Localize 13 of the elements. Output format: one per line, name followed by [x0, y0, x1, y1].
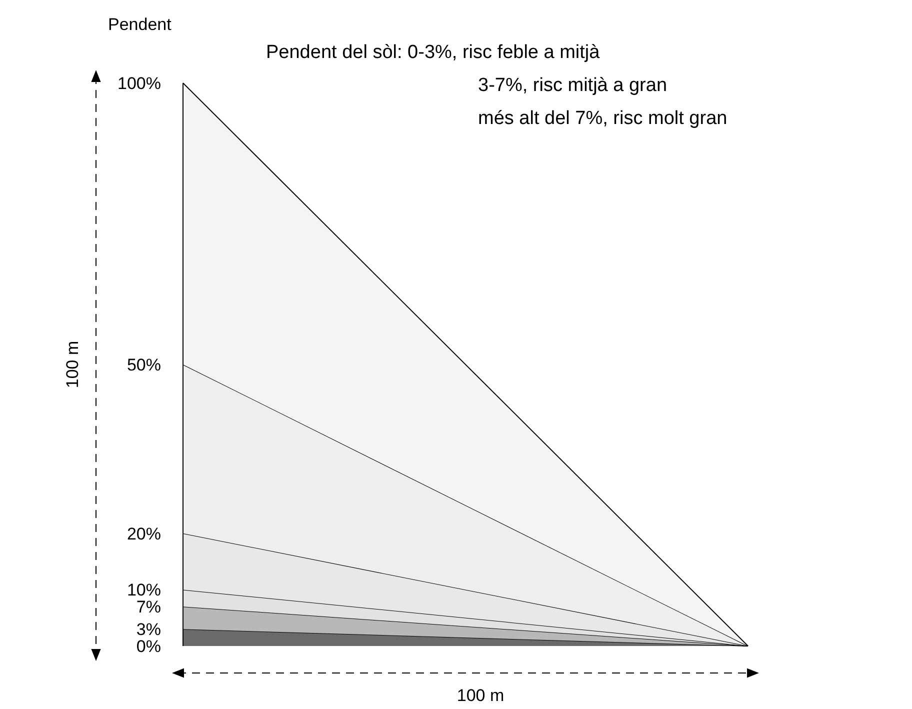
y2-axis-title: 100 m: [63, 340, 82, 388]
x-axis-title: 100 m: [456, 686, 504, 705]
y-tick-label: 50%: [126, 355, 161, 374]
text: Pendent del sòl: 0-3%, risc feble a mitjà: [266, 42, 600, 63]
y-tick-label: 20%: [126, 524, 161, 544]
y-tick-label: 3%: [136, 620, 161, 640]
y-tick-label: 0%: [136, 636, 161, 656]
y-axis-title: Pendent: [108, 15, 172, 34]
y-tick-label: 100%: [118, 74, 161, 93]
annotation: 3-7%, risc mitjà a gran: [478, 75, 668, 96]
annotation: més alt del 7%, risc molt gran: [478, 108, 728, 129]
y-tick-label: 7%: [136, 598, 161, 617]
y-tick-label: 10%: [126, 580, 161, 600]
